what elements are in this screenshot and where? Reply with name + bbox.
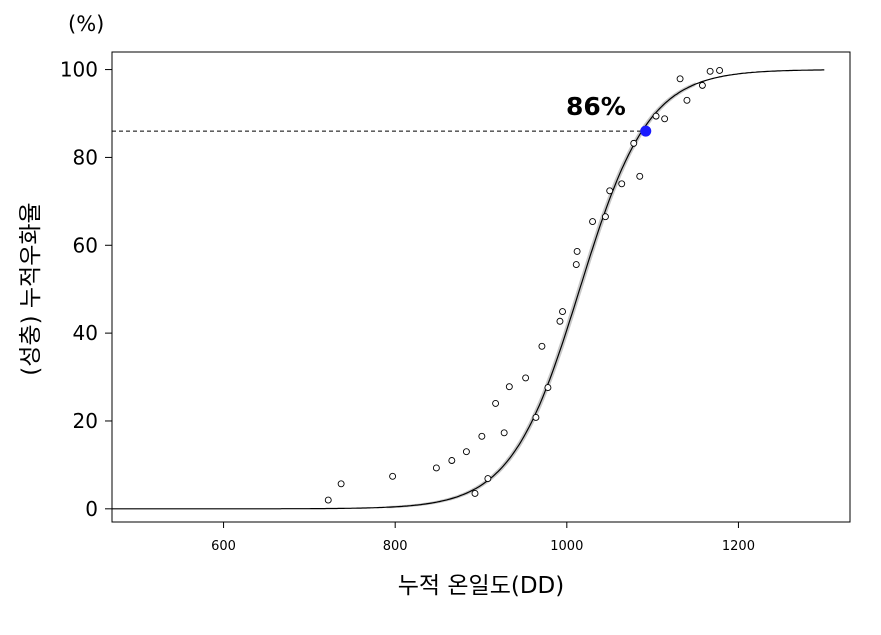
data-point-18 [572,261,580,269]
data-point-1 [337,480,345,488]
x-tick-label-2: 1000 [550,539,583,554]
data-point-15 [544,384,552,392]
x-axis: 600 800 1000 1200 [211,522,755,554]
highlight-point [640,125,652,137]
y-tick-label-1: 20 [73,409,98,433]
data-point-6 [471,489,479,497]
data-point-32 [716,66,724,74]
data-point-22 [606,187,614,195]
x-tick-label-3: 1200 [722,539,755,554]
y-tick-label-0: 0 [85,497,98,521]
data-point-27 [661,115,669,123]
data-point-13 [532,414,540,421]
data-point-5 [462,448,470,456]
data-point-16 [556,317,564,325]
data-point-20 [589,218,597,226]
x-tick-label-1: 800 [383,539,408,554]
data-point-30 [698,81,706,89]
data-point-7 [478,432,486,440]
data-point-2 [389,472,397,480]
data-point-9 [492,399,500,407]
data-point-21 [601,213,609,221]
y-axis-title: (성충) 누적우화율 [18,202,44,376]
y-tick-label-2: 40 [73,321,98,345]
y-tick-label-4: 80 [73,145,98,169]
y-axis: 0 20 40 60 80 100 [60,58,112,521]
data-point-26 [652,112,660,120]
data-point-23 [618,180,626,188]
data-point-11 [505,383,513,391]
data-point-29 [683,96,691,104]
y-tick-label-3: 60 [73,233,98,257]
y-unit-label: (%) [68,12,105,36]
plot-frame [111,51,851,523]
data-point-8 [484,475,492,482]
confidence-band-area [386,82,696,509]
data-point-12 [522,374,530,382]
data-point-25 [636,172,644,180]
fitted-curve [112,69,825,510]
confidence-band [386,82,696,509]
data-point-10 [500,429,508,437]
data-point-4 [448,457,456,464]
data-point-19 [573,247,581,255]
observed-points [324,66,724,504]
data-point-24 [630,139,638,147]
x-axis-title: 누적 온일도(DD) [397,573,565,599]
y-tick-label-5: 100 [60,58,98,82]
data-point-17 [559,308,566,316]
data-point-31 [706,67,714,75]
data-point-14 [538,342,546,350]
highlight-label: 86% [566,92,626,121]
x-tick-label-0: 600 [211,539,236,554]
data-point-3 [432,464,440,472]
data-point-0 [324,496,332,504]
data-point-28 [676,75,684,83]
